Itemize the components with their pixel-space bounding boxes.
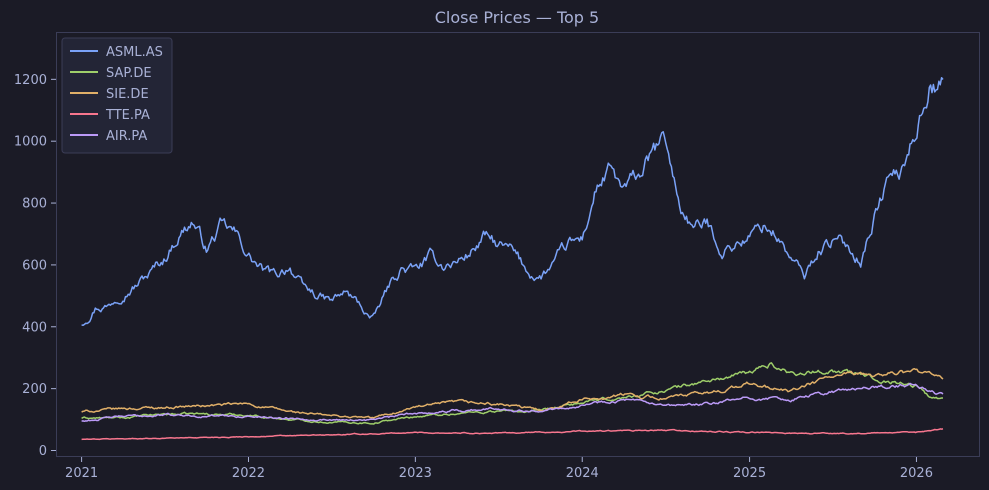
y-tick-label: 600: [22, 258, 47, 273]
legend-label: AIR.PA: [106, 129, 147, 144]
series-lines: [81, 76, 944, 441]
y-tick-label: 1000: [14, 135, 47, 150]
x-tick-label: 2021: [65, 466, 98, 481]
series-line-asml-as: [81, 76, 944, 327]
x-tick-label: 2024: [566, 466, 599, 481]
y-tick-label: 200: [22, 382, 47, 397]
series-line-air-pa: [81, 382, 944, 423]
legend-box: [61, 37, 173, 154]
legend: ASML.AS SAP.DE SIE.DE TTE.PA AIR.PA: [61, 37, 173, 154]
chart-title: Close Prices — Top 5: [435, 8, 599, 27]
series-line-tte-pa: [81, 428, 944, 441]
y-tick-label: 1200: [14, 73, 47, 88]
y-tick-label: 800: [22, 197, 47, 212]
series-line-sap-de: [81, 362, 943, 425]
plot-area-frame: [56, 32, 980, 457]
legend-label: TTE.PA: [105, 108, 150, 123]
y-tick-label: 400: [22, 320, 47, 335]
x-tick-label: 2026: [900, 466, 933, 481]
x-tick-label: 2025: [733, 466, 766, 481]
legend-label: SIE.DE: [106, 87, 149, 102]
x-tick-label: 2023: [399, 466, 432, 481]
y-axis: 0 200 400 600 800 1000 1200: [14, 73, 56, 459]
x-tick-label: 2022: [232, 466, 265, 481]
series-line-sie-de: [81, 367, 944, 419]
legend-label: SAP.DE: [106, 66, 152, 81]
y-tick-label: 0: [39, 444, 47, 459]
x-axis: 2021 2022 2023 2024 2025 2026: [65, 457, 933, 481]
legend-label: ASML.AS: [106, 45, 163, 60]
